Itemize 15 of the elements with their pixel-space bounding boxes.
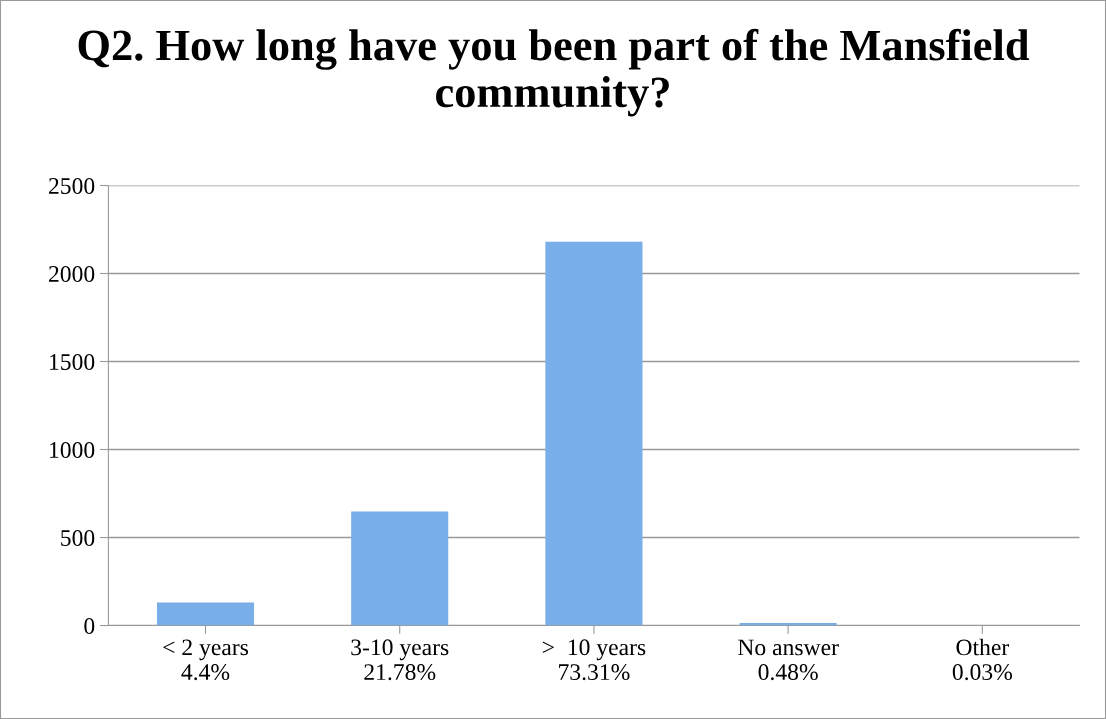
y-tick-label: 500	[61, 530, 95, 546]
y-tick-label: 2500	[49, 177, 95, 194]
x-tick-label: < 2 years 4.4%	[163, 639, 249, 681]
chart-title: Q2. How long have you been part of the Mansfield community?	[78, 28, 1030, 117]
x-tick-label: Other 0.03%	[952, 638, 1013, 681]
y-tick-label: 1000	[50, 442, 95, 458]
bar	[156, 602, 255, 626]
bar	[545, 241, 643, 626]
x-tick-label: > 10 years 73.31%	[542, 639, 646, 681]
y-tick-label: 2000	[49, 266, 95, 282]
x-tick-label: 3-10 years 21.78%	[351, 639, 449, 681]
y-tick-label: 1500	[50, 354, 95, 370]
bar	[351, 511, 449, 626]
x-tick-label: No answer 0.48%	[738, 639, 839, 681]
y-tick-label: 0	[84, 618, 95, 634]
